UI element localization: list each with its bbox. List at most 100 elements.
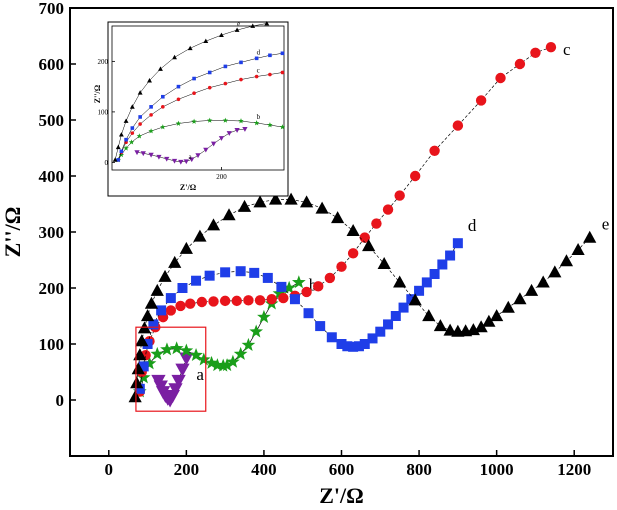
data-point xyxy=(249,267,260,278)
inset-series-e: e xyxy=(112,20,270,162)
data-point xyxy=(140,309,155,322)
inset-data-point xyxy=(118,151,125,158)
inset-data-point xyxy=(147,78,152,83)
data-point xyxy=(289,294,300,305)
inset-data-point xyxy=(112,157,118,162)
data-point xyxy=(165,293,176,304)
data-point xyxy=(282,280,296,294)
inset-data-point xyxy=(158,66,163,71)
data-point xyxy=(377,257,391,270)
data-point xyxy=(371,218,382,229)
data-point xyxy=(158,269,172,282)
inset-data-point xyxy=(280,70,285,75)
data-point xyxy=(135,334,149,347)
inset-series-label-b: b xyxy=(257,113,261,121)
inset-data-point xyxy=(192,91,196,95)
inset-data-point xyxy=(140,151,146,157)
inset-data-point xyxy=(164,156,170,162)
data-point xyxy=(433,319,448,332)
data-point xyxy=(237,199,252,212)
data-point xyxy=(193,229,207,242)
inset-data-point xyxy=(149,113,153,117)
inset-data-point xyxy=(267,122,273,128)
data-point xyxy=(284,192,298,205)
y-tick-label: 400 xyxy=(39,167,65,186)
data-point xyxy=(301,286,312,298)
data-point xyxy=(326,332,337,343)
zoom-highlight-box xyxy=(135,326,207,412)
series-a: a xyxy=(151,352,204,408)
inset-data-point xyxy=(207,70,212,75)
data-point xyxy=(185,298,196,309)
series-label-c: c xyxy=(563,40,571,59)
x-tick-label: 200 xyxy=(174,460,200,479)
data-point xyxy=(171,374,186,388)
data-point xyxy=(367,333,378,344)
data-point xyxy=(142,339,153,349)
inset-data-point xyxy=(264,20,270,26)
inset-data-point xyxy=(176,84,181,89)
data-point xyxy=(398,302,409,313)
data-point xyxy=(204,355,219,369)
data-point xyxy=(204,270,215,281)
series-b: b xyxy=(132,275,317,398)
inset-data-point xyxy=(123,145,129,151)
data-point xyxy=(421,277,432,288)
y-axis-title: Z''/Ω xyxy=(0,207,25,258)
data-point xyxy=(348,341,359,352)
inset-data-point xyxy=(219,32,224,37)
inset-data-point xyxy=(206,117,213,123)
inset-frame-outer xyxy=(107,21,289,197)
data-point xyxy=(231,295,242,307)
data-point xyxy=(196,296,208,308)
y-tick-label: 0 xyxy=(56,391,65,410)
data-point xyxy=(191,275,202,286)
inset-data-point xyxy=(210,141,217,147)
inset-y-tick-label: 100 xyxy=(98,108,109,116)
inset-data-point xyxy=(268,53,272,58)
data-point xyxy=(257,309,271,323)
data-point xyxy=(189,348,203,362)
data-point xyxy=(144,296,159,309)
y-tick-label: 300 xyxy=(39,223,65,242)
data-point xyxy=(130,376,144,389)
data-point xyxy=(359,339,370,349)
data-point xyxy=(235,266,246,277)
inset-data-point xyxy=(134,150,140,156)
data-point xyxy=(128,390,142,403)
data-point xyxy=(474,320,488,333)
inset-data-point xyxy=(136,133,143,139)
data-point xyxy=(501,300,515,313)
data-point xyxy=(156,305,167,316)
inset-data-point xyxy=(176,97,181,102)
inset-series-label-d: d xyxy=(257,48,261,56)
inset-data-point xyxy=(161,105,165,109)
inset-data-point xyxy=(156,154,162,160)
inset-series-a: a xyxy=(134,127,248,165)
x-axis-title: Z'/Ω xyxy=(319,483,364,508)
data-point xyxy=(571,243,585,256)
data-point xyxy=(359,232,370,243)
data-point xyxy=(291,275,306,289)
data-point xyxy=(179,343,194,357)
inset-data-point xyxy=(124,137,128,142)
inset-data-point xyxy=(118,132,124,137)
inset-data-point xyxy=(148,128,154,134)
inset-data-point xyxy=(178,159,184,165)
data-point xyxy=(142,356,157,370)
data-point xyxy=(138,361,149,372)
data-point xyxy=(278,292,289,304)
inset-series-label-e: e xyxy=(237,20,240,28)
data-point xyxy=(136,370,151,384)
inset-data-point xyxy=(115,144,121,150)
inset-data-point xyxy=(238,118,244,124)
data-point xyxy=(315,201,329,214)
data-point xyxy=(422,309,436,322)
data-point xyxy=(177,283,188,293)
y-tick-label: 100 xyxy=(39,335,65,354)
data-point xyxy=(409,170,421,182)
inset-data-point xyxy=(226,131,232,136)
inset-data-point xyxy=(175,120,182,126)
inset-data-point xyxy=(268,72,272,77)
data-point xyxy=(443,323,457,336)
